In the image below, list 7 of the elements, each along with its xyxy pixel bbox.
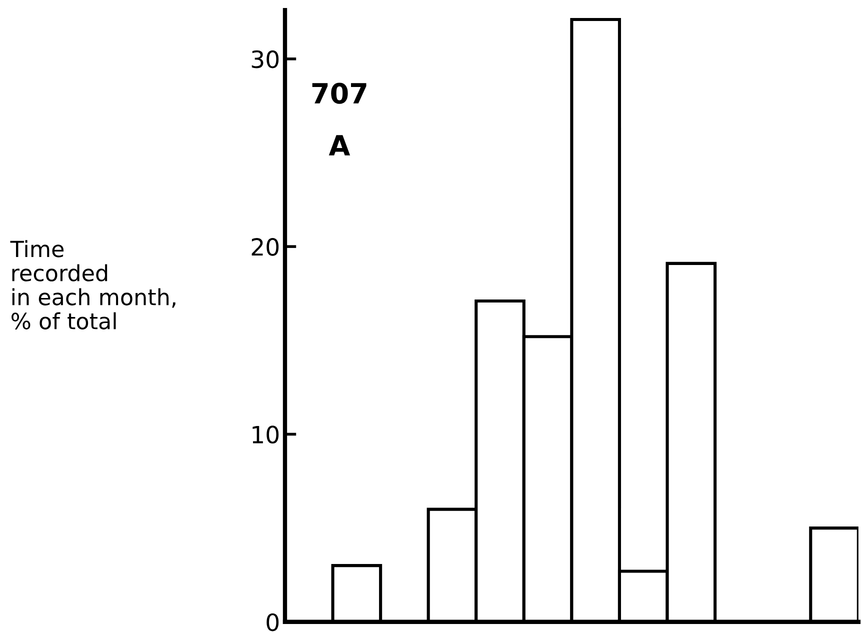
- y-tick-label: 30: [252, 50, 279, 68]
- annotation: A: [328, 135, 350, 156]
- y-axis-title: Time recorded in each month, % of total: [10, 240, 176, 330]
- y-tick-label: 0: [266, 613, 279, 632]
- y-tick-label: 20: [252, 238, 279, 256]
- y-tick-label: 10: [252, 426, 279, 444]
- annotation: 707: [312, 82, 366, 104]
